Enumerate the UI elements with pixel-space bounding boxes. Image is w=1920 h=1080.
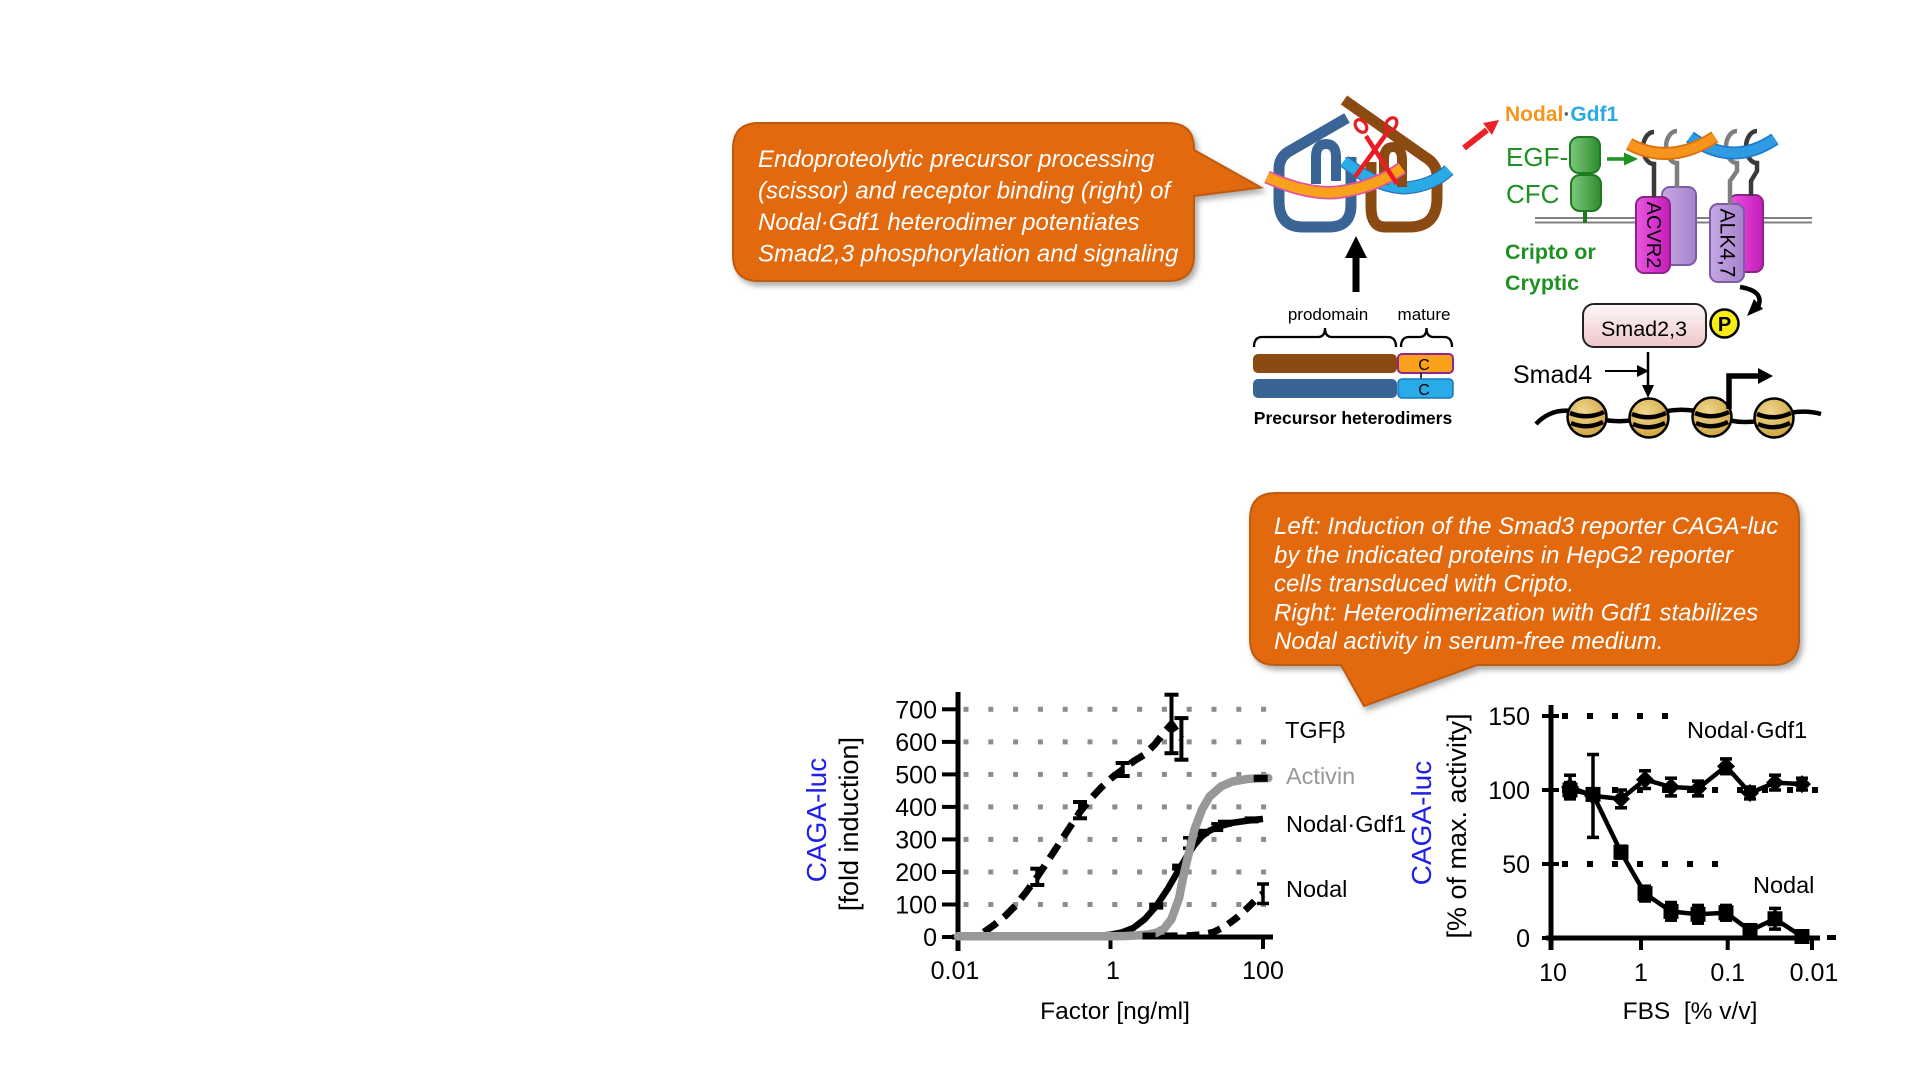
svg-text:Nodal: Nodal: [1753, 872, 1814, 898]
svg-text:P: P: [1718, 314, 1731, 336]
svg-text:1: 1: [1634, 959, 1648, 987]
svg-text:Cripto or: Cripto or: [1505, 240, 1596, 264]
svg-text:mature: mature: [1398, 305, 1451, 324]
svg-text:by the indicated proteins in H: by the indicated proteins in HepG2 repor…: [1274, 542, 1734, 569]
svg-text:100: 100: [1242, 957, 1284, 985]
svg-text:Endoproteolytic precursor proc: Endoproteolytic precursor processing: [758, 146, 1155, 173]
svg-text:0.01: 0.01: [1790, 959, 1839, 987]
svg-text:50: 50: [1502, 851, 1530, 879]
svg-text:C: C: [1418, 382, 1430, 399]
svg-text:FBS [% v/v]: FBS [% v/v]: [1623, 998, 1758, 1025]
svg-text:EGF-: EGF-: [1506, 142, 1568, 172]
svg-text:Smad2,3 phosphorylation and si: Smad2,3 phosphorylation and signaling: [758, 241, 1179, 268]
svg-text:Activin: Activin: [1286, 763, 1355, 789]
svg-text:0.1: 0.1: [1710, 959, 1745, 987]
svg-text:CAGA-luc: CAGA-luc: [801, 758, 832, 882]
svg-text:Nodal·Gdf1 heterodimer potenti: Nodal·Gdf1 heterodimer potentiates: [758, 209, 1140, 236]
svg-text:TGFβ: TGFβ: [1285, 717, 1346, 743]
svg-text:Nodal·Gdf1: Nodal·Gdf1: [1505, 103, 1618, 126]
svg-text:500: 500: [895, 761, 937, 789]
svg-text:0: 0: [923, 924, 937, 952]
svg-text:300: 300: [895, 826, 937, 854]
svg-text:100: 100: [1488, 777, 1530, 805]
svg-text:600: 600: [895, 729, 937, 757]
svg-text:Factor [ng/ml]: Factor [ng/ml]: [1040, 998, 1190, 1025]
svg-text:prodomain: prodomain: [1288, 305, 1368, 324]
svg-text:Cryptic: Cryptic: [1505, 271, 1579, 295]
svg-text:ACVR2: ACVR2: [1642, 202, 1664, 269]
svg-text:Nodal·Gdf1: Nodal·Gdf1: [1687, 717, 1807, 743]
svg-text:CAGA-luc: CAGA-luc: [1406, 761, 1437, 885]
svg-text:(scissor) and receptor binding: (scissor) and receptor binding (right) o…: [758, 178, 1173, 205]
svg-text:Left: Induction of the Smad3 r: Left: Induction of the Smad3 reporter CA…: [1274, 513, 1778, 540]
svg-text:Right: Heterodimerization with: Right: Heterodimerization with Gdf1 stab…: [1274, 599, 1758, 626]
svg-text:0.01: 0.01: [931, 957, 980, 985]
svg-text:10: 10: [1539, 959, 1567, 987]
svg-text:700: 700: [895, 696, 937, 724]
svg-text:Nodal: Nodal: [1286, 876, 1347, 902]
svg-text:150: 150: [1488, 703, 1530, 731]
svg-text:[% of max. activity]: [% of max. activity]: [1442, 713, 1472, 938]
svg-text:400: 400: [895, 794, 937, 822]
svg-text:Precursor heterodimers: Precursor heterodimers: [1254, 408, 1453, 428]
svg-text:0: 0: [1516, 925, 1530, 953]
svg-text:CFC: CFC: [1506, 179, 1559, 209]
svg-text:C: C: [1418, 357, 1430, 374]
svg-text:[fold induction]: [fold induction]: [834, 737, 864, 911]
svg-text:ALK4,7: ALK4,7: [1716, 209, 1739, 278]
svg-text:1: 1: [1106, 957, 1120, 985]
svg-text:Nodal activity in serum-free m: Nodal activity in serum-free medium.: [1274, 628, 1663, 655]
svg-text:Smad2,3: Smad2,3: [1601, 317, 1687, 341]
svg-text:cells transduced with Cripto.: cells transduced with Cripto.: [1274, 571, 1574, 598]
svg-text:200: 200: [895, 859, 937, 887]
svg-text:Smad4: Smad4: [1513, 361, 1592, 389]
svg-text:100: 100: [895, 892, 937, 920]
svg-text:Nodal·Gdf1: Nodal·Gdf1: [1286, 811, 1406, 837]
